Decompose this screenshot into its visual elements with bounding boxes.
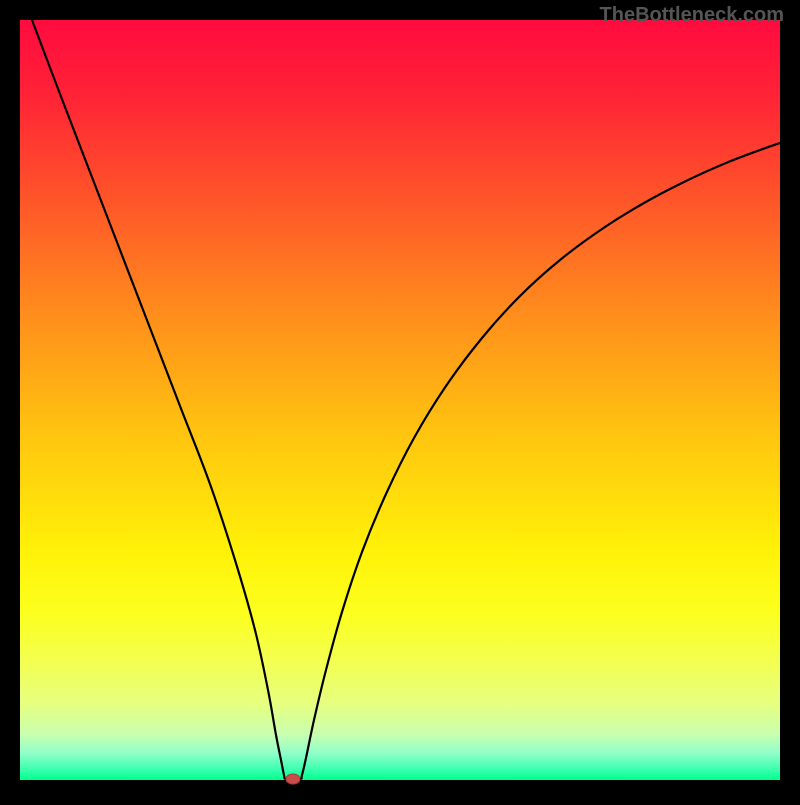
bottleneck-chart (0, 0, 800, 800)
optimal-marker (286, 774, 300, 784)
plot-area (20, 20, 780, 780)
watermark-text: TheBottleneck.com (600, 4, 784, 27)
chart-svg (0, 0, 800, 800)
